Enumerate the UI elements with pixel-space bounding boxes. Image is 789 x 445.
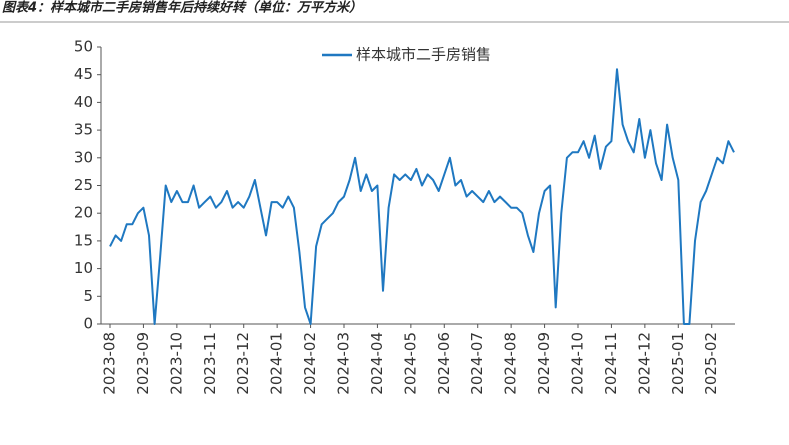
x-tick-label: 2024-04 [368, 332, 386, 395]
x-tick-label: 2024-08 [502, 332, 520, 395]
x-tick-label: 2024-12 [635, 332, 653, 395]
x-tick-label: 2023-12 [234, 332, 252, 395]
x-tick-label: 2024-09 [535, 332, 553, 395]
x-tick-label: 2024-10 [569, 332, 587, 395]
x-tick-label: 2024-11 [602, 332, 620, 395]
y-tick-label: 10 [74, 259, 93, 277]
legend-label: 样本城市二手房销售 [356, 46, 491, 64]
y-tick-label: 5 [83, 287, 93, 305]
y-tick-label: 30 [74, 148, 93, 166]
x-tick-label: 2024-05 [401, 332, 419, 395]
y-tick-label: 40 [74, 93, 93, 111]
x-tick-label: 2024-02 [301, 332, 319, 395]
x-tick-label: 2023-08 [101, 332, 119, 395]
y-tick-label: 50 [74, 38, 93, 56]
y-tick-label: 15 [74, 231, 93, 249]
x-tick-label: 2023-09 [134, 332, 152, 395]
y-tick-label: 0 [83, 315, 93, 333]
x-tick-label: 2025-01 [669, 332, 687, 395]
y-tick-label: 20 [74, 204, 93, 222]
y-tick-label: 35 [74, 121, 93, 139]
y-tick-label: 45 [74, 65, 93, 83]
x-tick-label: 2025-02 [702, 332, 720, 395]
x-tick-label: 2024-03 [335, 332, 353, 395]
y-tick-label: 25 [74, 176, 93, 194]
x-tick-label: 2023-11 [201, 332, 219, 395]
chart-title: 图表4：样本城市二手房销售年后持续好转（单位：万平方米） [2, 0, 362, 16]
x-tick-label: 2024-01 [268, 332, 286, 395]
x-tick-label: 2024-07 [468, 332, 486, 395]
x-tick-label: 2023-10 [167, 332, 185, 395]
series-line [109, 68, 735, 325]
x-tick-label: 2024-06 [435, 332, 453, 395]
